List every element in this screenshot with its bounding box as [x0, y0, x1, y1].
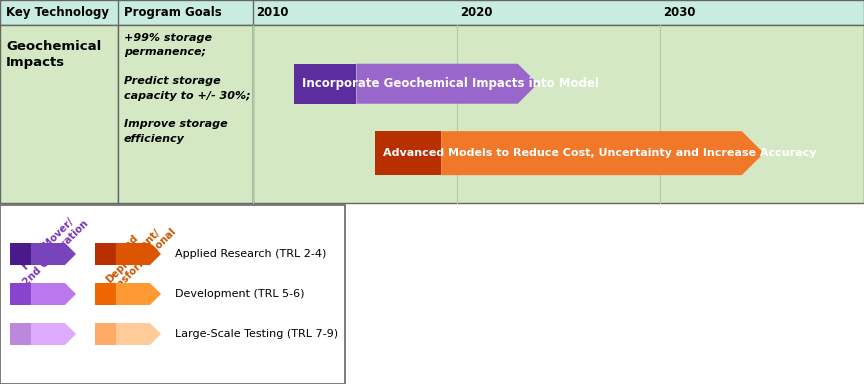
Text: Incorporate Geochemical Impacts into Model: Incorporate Geochemical Impacts into Mod… — [302, 77, 599, 90]
Text: +99% storage
permanence;

Predict storage
capacity to +/- 30%;

Improve storage
: +99% storage permanence; Predict storage… — [124, 33, 251, 144]
Text: Key Technology: Key Technology — [6, 6, 109, 19]
Polygon shape — [95, 323, 116, 345]
Polygon shape — [116, 323, 161, 345]
Text: Development (TRL 5-6): Development (TRL 5-6) — [175, 289, 304, 299]
Polygon shape — [116, 283, 161, 305]
Text: Geochemical
Impacts: Geochemical Impacts — [6, 40, 101, 69]
Polygon shape — [10, 283, 31, 305]
Text: 2020: 2020 — [460, 6, 492, 19]
Bar — [0, 0, 864, 25]
Bar — [0, 205, 345, 384]
Text: Advanced Models to Reduce Cost, Uncertainty and Increase Accuracy: Advanced Models to Reduce Cost, Uncertai… — [384, 148, 816, 158]
Polygon shape — [375, 131, 442, 175]
Text: Broad
Deployment/
Transformational: Broad Deployment/ Transformational — [87, 210, 179, 302]
Polygon shape — [95, 283, 116, 305]
Text: 2030: 2030 — [664, 6, 696, 19]
Polygon shape — [31, 323, 76, 345]
Polygon shape — [31, 283, 76, 305]
Text: 2010: 2010 — [256, 6, 289, 19]
Text: Program Goals: Program Goals — [124, 6, 222, 19]
Text: Applied Research (TRL 2-4): Applied Research (TRL 2-4) — [175, 249, 327, 259]
Bar — [0, 25, 118, 203]
Text: Large-Scale Testing (TRL 7-9): Large-Scale Testing (TRL 7-9) — [175, 329, 338, 339]
Polygon shape — [294, 64, 357, 104]
Polygon shape — [31, 243, 76, 265]
Bar — [118, 25, 253, 203]
Polygon shape — [357, 64, 537, 104]
Polygon shape — [95, 243, 116, 265]
Polygon shape — [10, 243, 31, 265]
Polygon shape — [442, 131, 764, 175]
Polygon shape — [10, 323, 31, 345]
Bar — [253, 25, 864, 203]
Polygon shape — [116, 243, 161, 265]
Text: First Mover/
2nd Generation: First Mover/ 2nd Generation — [14, 210, 91, 287]
